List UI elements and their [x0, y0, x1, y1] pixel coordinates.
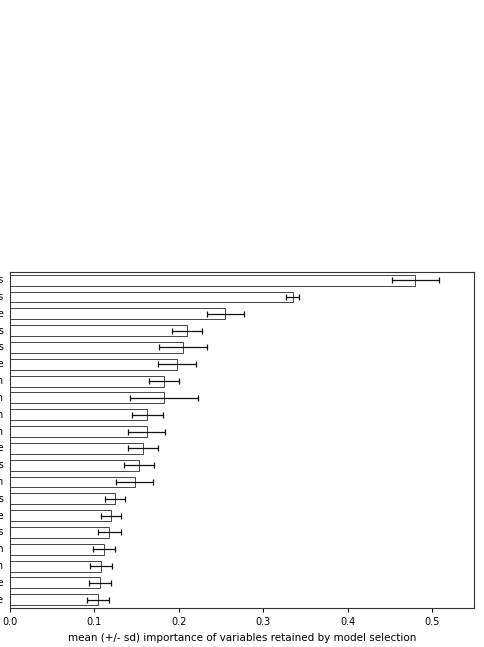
Bar — [10, 325, 187, 336]
Text: Beak: orange hue: Beak: orange hue — [0, 578, 10, 588]
Text: Beak: UV saturation: Beak: UV saturation — [0, 544, 10, 554]
Text: Beak: orange saturation: Beak: orange saturation — [0, 426, 10, 437]
Text: Breast: yellow hue: Breast: yellow hue — [0, 443, 10, 454]
Text: Auricular brightness: Auricular brightness — [0, 325, 10, 336]
Bar — [10, 477, 135, 487]
Bar — [10, 309, 225, 319]
Bar — [10, 359, 177, 369]
Text: Beak: orange brightness: Beak: orange brightness — [0, 494, 10, 504]
Bar — [10, 494, 115, 504]
Text: Breast: brown saturation: Breast: brown saturation — [0, 561, 10, 571]
Text: Auricular: width: Auricular: width — [0, 477, 10, 487]
Bar — [10, 578, 100, 588]
Bar — [10, 527, 109, 538]
Bar — [10, 410, 148, 420]
Text: Breast: yellow saturation: Breast: yellow saturation — [0, 376, 10, 386]
Bar — [10, 561, 101, 571]
Text: Beak: UV hue: Beak: UV hue — [0, 595, 10, 605]
Text: Breast: brown hue: Breast: brown hue — [0, 510, 10, 521]
Text: Inter-auricular distance: Inter-auricular distance — [0, 309, 10, 319]
Bar — [10, 460, 139, 470]
Text: Auricular: saturation: Auricular: saturation — [0, 410, 10, 420]
Bar — [10, 595, 98, 605]
Bar — [10, 443, 143, 454]
Bar — [10, 342, 183, 353]
Bar — [10, 393, 164, 403]
Text: Breast: yellow brightness: Breast: yellow brightness — [0, 342, 10, 353]
Bar — [10, 376, 164, 386]
Bar — [10, 510, 111, 521]
Bar — [10, 292, 293, 302]
Bar — [10, 544, 104, 554]
Text: Body mass: Body mass — [0, 275, 10, 285]
Text: Auricular: hue: Auricular: hue — [0, 359, 10, 369]
Text: OLS residuals: OLS residuals — [0, 292, 10, 302]
Bar — [10, 426, 147, 437]
Text: Breast: brown brightness: Breast: brown brightness — [0, 460, 10, 470]
X-axis label: mean (+/- sd) importance of variables retained by model selection: mean (+/- sd) importance of variables re… — [68, 633, 416, 642]
Bar — [10, 275, 415, 285]
Text: Flipper length: Flipper length — [0, 393, 10, 403]
Text: Beak: UV brightness: Beak: UV brightness — [0, 527, 10, 538]
